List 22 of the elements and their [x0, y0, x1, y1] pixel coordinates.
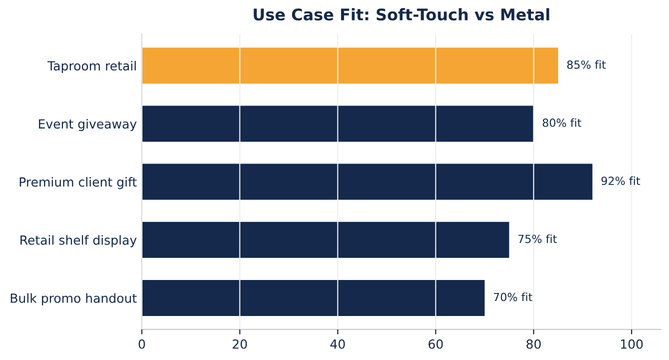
data-label: 85% fit: [567, 60, 606, 69]
x-tick-label: 60: [428, 339, 443, 349]
x-tick-label: 100: [621, 339, 643, 349]
y-tick-label: Retail shelf display: [20, 235, 137, 248]
bar: [142, 164, 592, 200]
y-tick-label: Bulk promo handout: [10, 293, 137, 306]
data-label: 75% fit: [518, 234, 557, 244]
x-tick-label: 80: [526, 339, 541, 349]
data-label: 92% fit: [601, 176, 640, 186]
y-tick-label: Taproom retail: [47, 60, 136, 73]
x-tick-label: 40: [330, 339, 345, 349]
data-label: 80% fit: [542, 118, 582, 127]
y-tick-label: Premium client gift: [20, 177, 137, 190]
bar: [142, 280, 485, 316]
y-tick-label: Event giveaway: [38, 118, 137, 132]
x-tick-label: 20: [232, 339, 247, 349]
bar: [142, 222, 510, 258]
bar: [142, 106, 534, 142]
x-tick-label: 0: [138, 339, 145, 349]
chart-title: Use Case Fit: Soft-Touch vs Metal: [254, 8, 550, 21]
bar: [142, 48, 558, 84]
data-label: 70% fit: [494, 292, 532, 302]
